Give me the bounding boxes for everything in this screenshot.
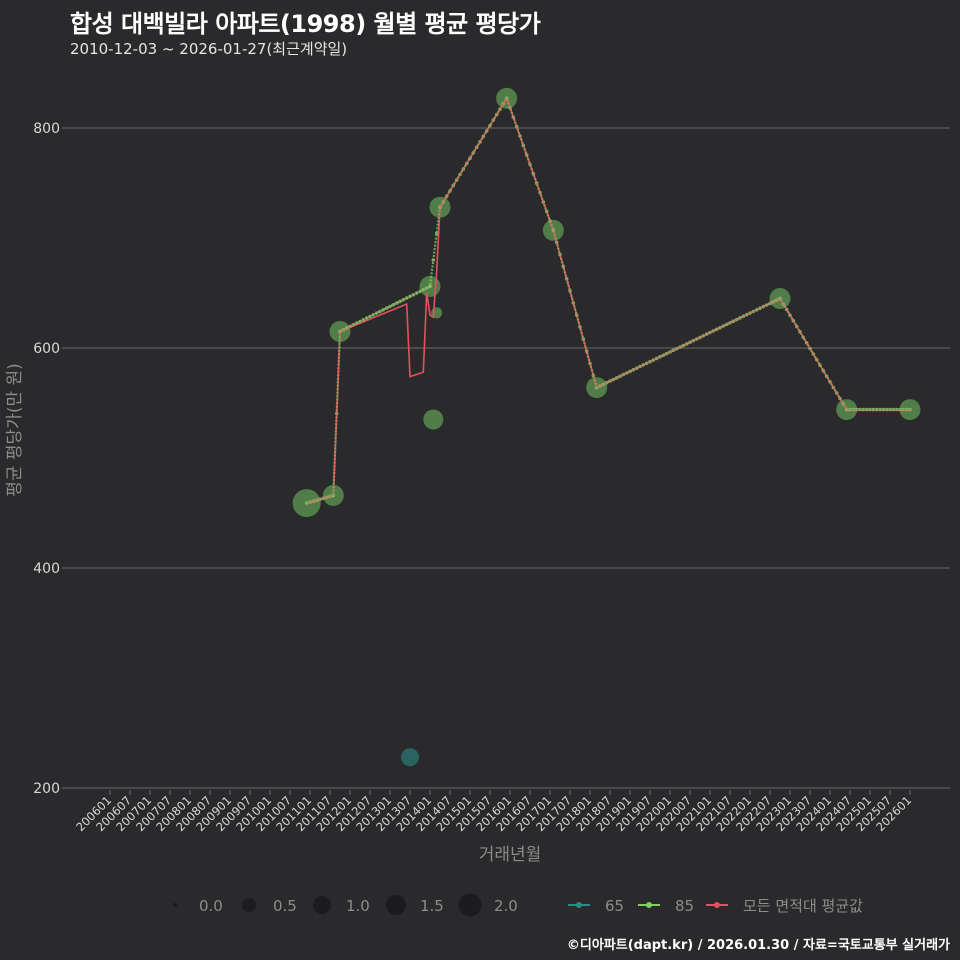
y-axis-title: 평균 평당가(만 원) xyxy=(5,363,25,497)
legend-size-swatch xyxy=(313,896,331,914)
chart-subtitle: 2010-12-03 ~ 2026-01-27(최근계약일) xyxy=(70,40,348,58)
y-tick-label: 600 xyxy=(33,341,60,357)
legend-size-label: 0.5 xyxy=(273,897,297,915)
source-caption: ©디아파트(dapt.kr) / 2026.01.30 / 자료=국토교통부 실… xyxy=(566,938,950,953)
legend-size-swatch xyxy=(458,893,482,917)
x-axis: 2006012006072007012007072008012008072009… xyxy=(73,790,914,834)
legend-size-swatch xyxy=(242,898,256,912)
y-tick-label: 400 xyxy=(33,561,60,577)
data-point-65 xyxy=(401,748,419,767)
y-tick-label: 800 xyxy=(33,121,60,137)
legend-size-swatch xyxy=(173,903,177,907)
plot-area xyxy=(292,87,921,767)
legend-size-label: 0.0 xyxy=(199,897,223,915)
x-axis-title: 거래년월 xyxy=(479,845,542,865)
y-axis: 200 400 600 800 xyxy=(33,121,66,797)
line-85 xyxy=(306,95,910,505)
legend-series-label: 65 xyxy=(605,897,624,915)
legend-series-label: 85 xyxy=(675,897,694,915)
legend-size-label: 2.0 xyxy=(494,897,518,915)
chart-title: 합성 대백빌라 아파트(1998) 월별 평균 평당가 xyxy=(70,10,541,38)
line-all-average xyxy=(306,96,910,504)
legend-size-label: 1.5 xyxy=(420,897,444,915)
legend: 0.0 0.5 1.0 1.5 2.0 65 85 모든 면적대 평균값 xyxy=(173,893,863,917)
legend-size-label: 1.0 xyxy=(346,897,370,915)
legend-size-swatch xyxy=(386,895,406,915)
data-point-85 xyxy=(423,409,444,430)
y-tick-label: 200 xyxy=(33,781,60,797)
legend-series-label: 모든 면적대 평균값 xyxy=(743,897,863,915)
grid-lines xyxy=(66,127,950,789)
